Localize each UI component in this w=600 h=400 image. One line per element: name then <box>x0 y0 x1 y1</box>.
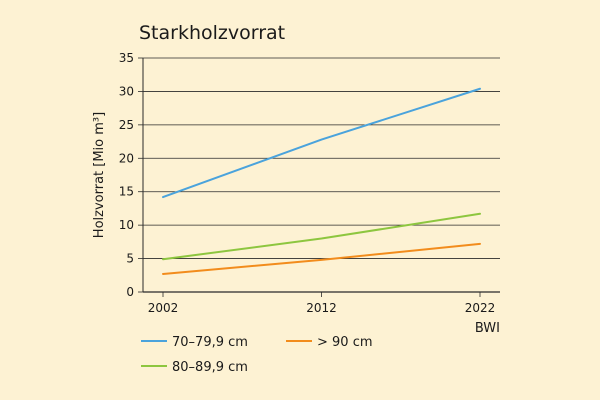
x-tick-label: 2002 <box>148 301 179 315</box>
y-tick-label: 25 <box>119 118 134 132</box>
x-tick-label: 2012 <box>306 301 337 315</box>
y-tick-label: 5 <box>126 252 134 266</box>
legend-item: > 90 cm <box>286 335 373 350</box>
legend: 70–79,9 cm > 90 cm 80–89,9 cm <box>141 335 373 375</box>
series <box>162 87 481 275</box>
series-line <box>162 87 481 199</box>
series-line <box>162 242 481 275</box>
legend-label: 70–79,9 cm <box>172 335 248 350</box>
y-tick-label: 15 <box>119 185 134 199</box>
series-line <box>162 212 481 261</box>
chart-title: Starkholzvorrat <box>139 22 285 44</box>
y-tick-label: 0 <box>126 285 134 299</box>
legend-item: 70–79,9 cm <box>141 335 248 350</box>
legend-label: 80–89,9 cm <box>172 360 248 375</box>
legend-item: 80–89,9 cm <box>141 360 248 375</box>
grid <box>143 57 500 293</box>
x-axis-title: BWI <box>475 321 500 336</box>
x-axis: 2002 2012 2022 <box>148 292 496 315</box>
y-axis: 0 5 10 15 20 25 30 35 <box>119 51 144 299</box>
y-tick-label: 10 <box>119 218 134 232</box>
y-axis-title: Holzvorrat [Mio m³] <box>92 112 107 238</box>
y-tick-label: 30 <box>119 84 134 98</box>
legend-label: > 90 cm <box>317 335 373 350</box>
y-tick-label: 20 <box>119 151 134 165</box>
y-tick-label: 35 <box>119 51 134 65</box>
x-tick-label: 2022 <box>465 301 496 315</box>
